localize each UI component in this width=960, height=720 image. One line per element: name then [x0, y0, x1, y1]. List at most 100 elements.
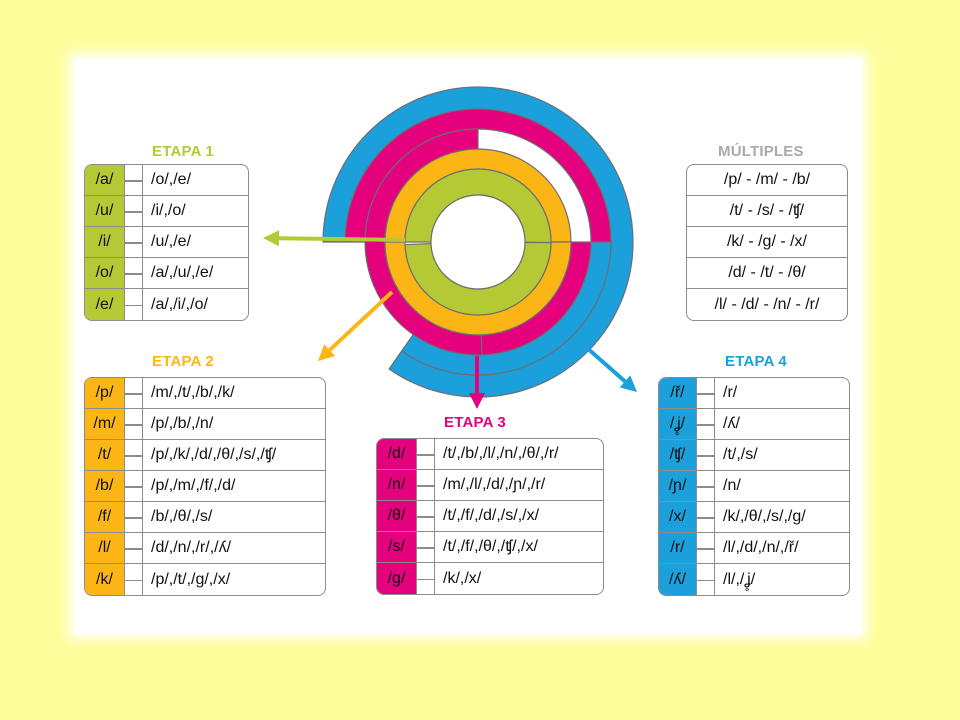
etapa4-row: /ʎ/ /l/,/ʝ̥/: [659, 564, 849, 595]
etapa3-phoneme: /g/: [377, 563, 417, 594]
etapa4-row: /ř/ /r/: [659, 378, 849, 409]
etapa4-phoneme: /ʝ̥/: [659, 409, 697, 439]
etapa2-row: /f/ /b/,/θ/,/s/: [85, 502, 325, 533]
connector-line: [125, 196, 143, 226]
etapa1-phoneme: /a/: [85, 165, 125, 195]
connector-line: [697, 378, 715, 408]
etapa3-contrasts: /t/,/f/,/θ/,/ʧ/,/x/: [443, 538, 538, 555]
etapa3-title: ETAPA 3: [444, 414, 506, 431]
connector-line: [697, 409, 715, 439]
etapa2-row: /m/ /p/,/b/,/n/: [85, 409, 325, 440]
arrow-etapa2: [318, 290, 394, 361]
etapa3-contrasts: /t/,/f/,/d/,/s/,/x/: [443, 507, 540, 524]
etapa2-title: ETAPA 2: [152, 353, 214, 370]
etapa2-row: /t/ /p/,/k/,/d/,/θ/,/s/,/ʧ/: [85, 440, 325, 471]
etapa2-table: /p/ /m/,/t/,/b/,/k/ /m/ /p/,/b/,/n/ /t/ /p/,/…: [84, 377, 326, 596]
connector-line: [125, 502, 143, 532]
etapa4-contrasts: /l/,/ʝ̥/: [723, 570, 756, 588]
connector-line: [125, 227, 143, 257]
connector-line: [697, 440, 715, 470]
etapa3-row: /d/ /t/,/b/,/l/,/n/,/θ/,/r/: [377, 439, 603, 470]
etapa1-row: /u/ /i/,/o/: [85, 196, 248, 227]
connector-line: [125, 165, 143, 195]
etapa2-contrasts: /d/,/n/,/r/,/ʎ/: [151, 539, 232, 556]
connector-line: [125, 440, 143, 470]
etapa3-contrasts: /k/,/x/: [443, 569, 482, 587]
etapa2-row: /k/ /p/,/t/,/g/,/x/: [85, 564, 325, 595]
etapa3-row: /n/ /m/,/l/,/d/,/ɲ/,/r/: [377, 470, 603, 501]
etapa1-contrasts: /a/,/u/,/e/: [151, 264, 214, 281]
etapa1-phoneme: /i/: [85, 227, 125, 257]
connector-line: [125, 289, 143, 320]
etapa2-phoneme: /m/: [85, 409, 125, 439]
multiples-row: /d/ - /t/ - /θ/: [687, 258, 847, 289]
arrow-etapa3: [469, 356, 485, 409]
multiples-row: /t/ - /s/ - /ʧ/: [687, 196, 847, 227]
etapa3-phoneme: /n/: [377, 470, 417, 500]
etapa4-title: ETAPA 4: [725, 353, 787, 370]
connector-line: [417, 532, 435, 562]
multiples-set: /l/ - /d/ - /n/ - /r/: [714, 295, 820, 313]
etapa2-row: /b/ /p/,/m/,/f/,/d/: [85, 471, 325, 502]
connector-line: [697, 533, 715, 563]
etapa3-row: /θ/ /t/,/f/,/d/,/s/,/x/: [377, 501, 603, 532]
etapa1-contrasts: /u/,/e/: [151, 233, 192, 250]
multiples-set: /p/ - /m/ - /b/: [723, 171, 811, 188]
etapa4-table: /ř/ /r/ /ʝ̥/ /ʎ/ /ʧ/ /t/,/s/ /ɲ/ /n/ /x/ /k/,/θ/,…: [658, 377, 850, 596]
etapa3-contrasts: /m/,/l/,/d/,/ɲ/,/r/: [443, 476, 546, 493]
etapa2-contrasts: /m/,/t/,/b/,/k/: [151, 384, 235, 401]
etapa3-phoneme: /s/: [377, 532, 417, 562]
etapa1-title: ETAPA 1: [152, 143, 214, 160]
etapa4-contrasts: /r/: [723, 384, 738, 401]
connector-line: [125, 378, 143, 408]
etapa3-phoneme: /d/: [377, 439, 417, 469]
etapa4-row: /x/ /k/,/θ/,/s/,/g/: [659, 502, 849, 533]
etapa2-row: /l/ /d/,/n/,/r/,/ʎ/: [85, 533, 325, 564]
spiral: [322, 86, 634, 398]
etapa1-contrasts: /i/,/o/: [151, 202, 186, 219]
etapa3-phoneme: /θ/: [377, 501, 417, 531]
etapa1-phoneme: /u/: [85, 196, 125, 226]
arrows: [263, 230, 637, 409]
spiral-center: [430, 194, 526, 290]
connector-line: [417, 563, 435, 594]
etapa2-contrasts: /p/,/t/,/g/,/x/: [151, 570, 231, 588]
multiples-row: /k/ - /g/ - /x/: [687, 227, 847, 258]
etapa2-phoneme: /l/: [85, 533, 125, 563]
arrow-etapa1: [263, 230, 406, 247]
etapa1-contrasts: /o/,/e/: [151, 171, 192, 188]
etapa1-phoneme: /o/: [85, 258, 125, 288]
connector-line: [697, 471, 715, 501]
connector-line: [125, 471, 143, 501]
etapa2-phoneme: /k/: [85, 564, 125, 595]
etapa4-contrasts: /l/,/d/,/n/,/ř/: [723, 539, 799, 556]
connector-line: [125, 564, 143, 595]
etapa1-row: /i/ /u/,/e/: [85, 227, 248, 258]
connector-line: [125, 258, 143, 288]
etapa4-contrasts: /n/: [723, 477, 741, 494]
etapa4-contrasts: /t/,/s/: [723, 446, 758, 463]
etapa4-contrasts: /ʎ/: [723, 415, 740, 432]
etapa4-phoneme: /ʧ/: [659, 440, 697, 470]
multiples-set: /t/ - /s/ - /ʧ/: [729, 202, 805, 219]
connector-line: [417, 439, 435, 469]
etapa4-phoneme: /r/: [659, 533, 697, 563]
etapa4-phoneme: /ʎ/: [659, 564, 697, 595]
etapa1-row: /a/ /o/,/e/: [85, 165, 248, 196]
multiples-row: /l/ - /d/ - /n/ - /r/: [687, 289, 847, 320]
multiples-row: /p/ - /m/ - /b/: [687, 165, 847, 196]
etapa1-row: /e/ /a/,/i/,/o/: [85, 289, 248, 320]
etapa3-row: /g/ /k/,/x/: [377, 563, 603, 594]
etapa1-table: /a/ /o/,/e/ /u/ /i/,/o/ /i/ /u/,/e/ /o/ /a/,/u/…: [84, 164, 249, 321]
connector-line: [697, 564, 715, 595]
etapa2-contrasts: /b/,/θ/,/s/: [151, 508, 213, 525]
etapa2-phoneme: /b/: [85, 471, 125, 501]
etapa3-table: /d/ /t/,/b/,/l/,/n/,/θ/,/r/ /n/ /m/,/l/,/d/…: [376, 438, 604, 595]
multiples-set: /d/ - /t/ - /θ/: [728, 264, 806, 281]
connector-line: [417, 470, 435, 500]
connector-line: [697, 502, 715, 532]
etapa4-row: /ʝ̥/ /ʎ/: [659, 409, 849, 440]
etapa2-phoneme: /p/: [85, 378, 125, 408]
etapa3-row: /s/ /t/,/f/,/θ/,/ʧ/,/x/: [377, 532, 603, 563]
